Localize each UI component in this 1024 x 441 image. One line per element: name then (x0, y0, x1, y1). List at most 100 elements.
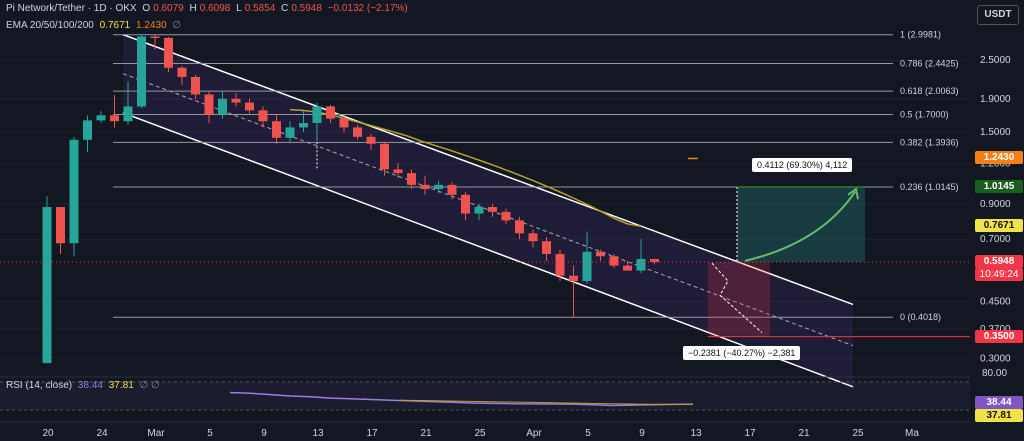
time-tick-label: 5 (585, 428, 591, 439)
candle-body (164, 37, 173, 68)
time-tick-label: 21 (420, 428, 432, 439)
candle-body (393, 169, 403, 174)
price-tick-label: 0.9000 (980, 199, 1011, 210)
rsi-legend[interactable]: RSI (14, close) 38.44 37.81 ∅ ∅ (6, 380, 163, 391)
time-tick-label: Ma (905, 428, 919, 439)
rsi-badge-2: 37.81 (975, 409, 1023, 422)
low-value: 0.5854 (244, 3, 276, 14)
candle-body (110, 115, 119, 122)
rsi-value-1: 38.44 (77, 380, 103, 391)
time-tick-label: 20 (42, 428, 54, 439)
rsi-line (229, 391, 694, 407)
candle-body (636, 259, 646, 271)
time-tick-label: 13 (690, 428, 702, 439)
price-badge: 0.5948 (975, 255, 1023, 269)
candle-body (596, 251, 605, 257)
candle-body (569, 275, 578, 281)
candle-body (258, 110, 268, 122)
price-tick-label: 0.3000 (980, 353, 1011, 364)
candle-body (528, 233, 538, 242)
rsi-empty: ∅ ∅ (139, 380, 160, 391)
price-tick-label: 0.3700 (980, 324, 1011, 335)
time-tick-label: 17 (744, 428, 756, 439)
fib-level-label: 1 (2.9981) (900, 30, 941, 40)
candle-body (623, 265, 632, 271)
target-arrow-head (847, 187, 859, 200)
fib-level-label: 0.618 (2.0063) (900, 86, 959, 96)
candle-body (366, 136, 376, 144)
candle-body (515, 220, 524, 234)
price-tick-label: 1.9000 (980, 94, 1011, 105)
price-badge: 1.0145 (975, 180, 1023, 194)
time-tick-label: 17 (366, 428, 378, 439)
fib-level-label: 0 (0.4018) (900, 312, 941, 322)
fib-level-label: 0.786 (2.4425) (900, 59, 959, 69)
high-value: 0.6098 (199, 3, 231, 14)
candle-body (380, 143, 389, 170)
candle-body (582, 251, 592, 281)
channel-upper-line (122, 33, 854, 306)
open-value: 0.6079 (153, 3, 184, 14)
close-value: 0.5948 (291, 3, 322, 14)
channel-mid-line (122, 73, 854, 347)
candle-body (447, 184, 457, 195)
candle-body (137, 36, 146, 107)
time-tick-label: 25 (474, 428, 486, 439)
candle-body (42, 207, 52, 364)
rsi-badge-1: 38.44 (975, 396, 1023, 409)
loss-zone (708, 262, 770, 337)
price-tick-label: 1.5000 (980, 127, 1011, 138)
candle-body (191, 76, 200, 95)
ema-legend[interactable]: EMA 20/50/100/200 0.7671 1.2430 ∅ (6, 20, 184, 31)
candle-body (83, 120, 92, 140)
time-tick-label: 21 (798, 428, 810, 439)
chart-header: Pi Network/Tether · 1D · OKX O 0.6079 H 0.… (6, 3, 408, 14)
measure-label-up: 0.4112 (69.30%) 4,112 (752, 158, 853, 172)
channel-lower-line (122, 112, 854, 388)
rsi-ma-line (399, 399, 694, 406)
time-tick-label: 9 (639, 428, 645, 439)
candle-body (474, 207, 484, 214)
time-tick-label: 5 (207, 428, 213, 439)
rsi-axis-top: 80.00 (982, 368, 1008, 379)
candle-body (326, 106, 335, 119)
change-value: −0.0132 (−2.17%) (327, 3, 408, 14)
profit-zone (737, 187, 865, 263)
candle-body (231, 98, 241, 103)
candle-body (488, 207, 497, 212)
symbol-label[interactable]: Pi Network/Tether · 1D · OKX (6, 3, 137, 14)
time-tick-label: Mar (147, 428, 165, 439)
candle-body (420, 184, 430, 190)
fib-level-label: 0.5 (1.7000) (900, 109, 949, 119)
stop-arrow-path (711, 262, 763, 334)
candle-body (339, 118, 349, 128)
ema-value-2: 1.2430 (136, 20, 167, 31)
candle-body (69, 139, 79, 244)
rsi-band (0, 382, 970, 410)
candle-body (285, 127, 295, 138)
candle-body (218, 98, 227, 115)
candle-body (650, 259, 659, 263)
ema-empty: ∅ (172, 20, 182, 31)
candle-body (245, 102, 254, 111)
time-tick-label: 13 (312, 428, 324, 439)
fib-level-label: 0.382 (1.3936) (900, 137, 959, 147)
candle-body (204, 94, 214, 115)
fib-level-label: 0.236 (1.0145) (900, 182, 959, 192)
rsi-label: RSI (14, close) (6, 380, 73, 391)
currency-button[interactable]: USDT (977, 5, 1019, 25)
target-arrow-curve (744, 191, 856, 262)
candle-body (177, 67, 187, 77)
candle-body (353, 127, 362, 137)
candle-body (123, 106, 133, 122)
time-tick-label: 24 (96, 428, 108, 439)
ema-label: EMA 20/50/100/200 (6, 20, 94, 31)
time-tick-label: 25 (852, 428, 864, 439)
rsi-value-2: 37.81 (108, 380, 134, 391)
candle-body (501, 211, 511, 221)
price-badge: 0.7671 (975, 219, 1023, 233)
time-tick-label: 9 (261, 428, 267, 439)
candle-body (56, 207, 65, 244)
